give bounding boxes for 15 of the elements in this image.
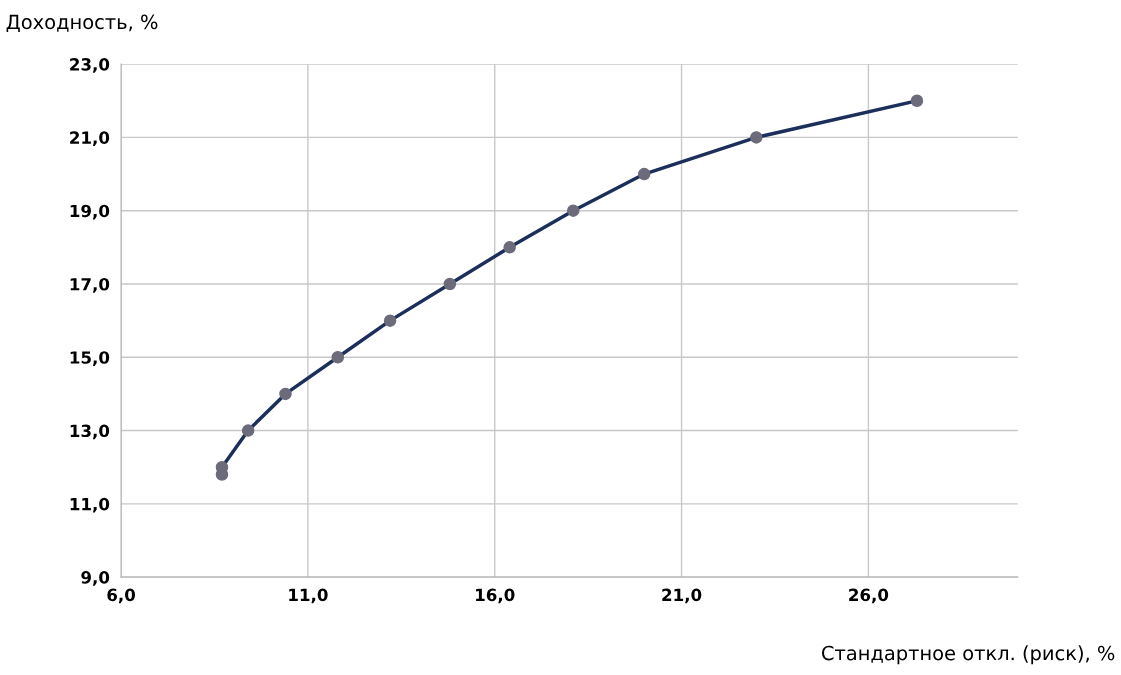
y-tick-label: 15,0 [70,351,110,366]
x-tick-label: 16,0 [476,588,515,604]
x-tick-label: 6,0 [107,588,136,604]
y-tick-label: 13,0 [70,424,110,440]
x-tick-label: 21,0 [662,588,702,604]
y-tick-label: 11,0 [70,497,110,513]
x-tick-label: 11,0 [289,588,328,604]
y-tick-label: 17,0 [70,277,110,293]
y-tick-label: 19,0 [70,204,110,220]
x-tick-label: 26,0 [849,588,889,604]
y-tick-label: 23,0 [70,58,110,73]
y-tick-label: 9,0 [81,571,110,586]
y-axis-title: Доходность, % [6,14,158,33]
x-axis-title: Стандартное откл. (риск), % [821,645,1115,665]
y-tick-label: 21,0 [70,131,110,147]
